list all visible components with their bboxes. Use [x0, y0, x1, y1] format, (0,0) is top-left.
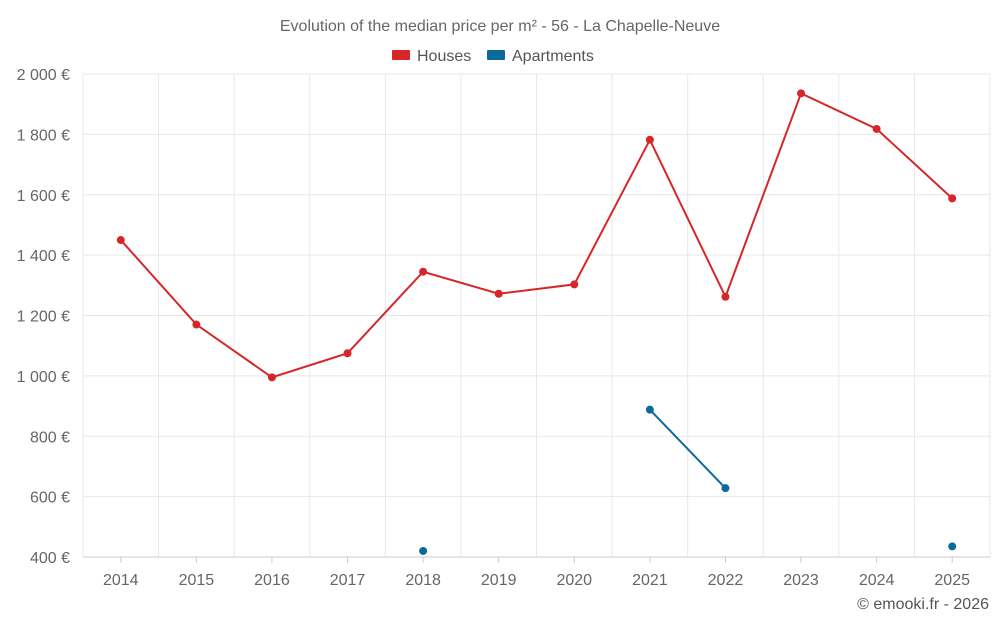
y-tick-label: 400 € — [30, 550, 70, 567]
y-tick-label: 600 € — [30, 490, 70, 507]
data-point-houses-2020[interactable] — [570, 280, 579, 289]
x-axis: 2014 2015 2016 2017 2018 2019 2020 2021 2022 2023… — [83, 556, 990, 589]
legend-item-apartments[interactable]: Apartments — [487, 48, 594, 65]
data-point-apartments-2018[interactable] — [419, 546, 428, 555]
gridlines — [82, 73, 991, 557]
legend: Houses Apartments — [392, 48, 594, 65]
x-tick-label: 2015 — [179, 572, 215, 589]
x-tick-label: 2014 — [103, 572, 139, 589]
x-tick-label: 2020 — [556, 572, 592, 589]
legend-label-houses: Houses — [417, 48, 471, 65]
chart-title: Evolution of the median price per m² - 5… — [280, 18, 720, 35]
data-point-houses-2015[interactable] — [192, 320, 201, 329]
y-axis: 400 € 600 € 800 € 1 000 € 1 200 € 1 400 € 1 60… — [17, 67, 70, 567]
y-tick-label: 1 600 € — [17, 188, 70, 205]
x-tick-label: 2024 — [859, 572, 895, 589]
series-line-apartments — [649, 408, 727, 489]
y-tick-label: 800 € — [30, 429, 70, 446]
data-point-houses-2022[interactable] — [721, 292, 730, 301]
series-layer — [116, 89, 957, 555]
x-tick-label: 2019 — [481, 572, 517, 589]
data-point-houses-2019[interactable] — [494, 289, 503, 298]
data-point-houses-2023[interactable] — [797, 89, 806, 98]
data-point-apartments-2025[interactable] — [948, 542, 957, 551]
data-point-houses-2016[interactable] — [267, 373, 276, 382]
y-tick-label: 1 200 € — [17, 309, 70, 326]
data-point-houses-2021[interactable] — [645, 135, 654, 144]
x-tick-label: 2023 — [783, 572, 819, 589]
credit-text: © emooki.fr - 2026 — [857, 596, 989, 613]
data-point-houses-2017[interactable] — [343, 349, 352, 358]
y-tick-label: 1 000 € — [17, 369, 70, 386]
legend-item-houses[interactable]: Houses — [392, 48, 471, 65]
x-tick-label: 2021 — [632, 572, 668, 589]
y-tick-label: 1 800 € — [17, 127, 70, 144]
data-point-apartments-2021[interactable] — [645, 405, 654, 414]
series-line-houses — [120, 91, 953, 379]
x-tick-label: 2025 — [934, 572, 970, 589]
legend-swatch-apartments — [487, 50, 505, 60]
data-point-houses-2018[interactable] — [419, 267, 428, 276]
y-tick-label: 2 000 € — [17, 67, 70, 84]
y-tick-label: 1 400 € — [17, 248, 70, 265]
data-point-houses-2014[interactable] — [116, 236, 125, 245]
x-tick-label: 2022 — [708, 572, 744, 589]
x-tick-label: 2017 — [330, 572, 366, 589]
data-point-houses-2025[interactable] — [948, 194, 957, 203]
legend-swatch-houses — [392, 50, 410, 60]
x-tick-label: 2016 — [254, 572, 290, 589]
x-tick-label: 2018 — [405, 572, 441, 589]
legend-label-apartments: Apartments — [512, 48, 594, 65]
data-point-apartments-2022[interactable] — [721, 484, 730, 493]
data-point-houses-2024[interactable] — [872, 124, 881, 133]
